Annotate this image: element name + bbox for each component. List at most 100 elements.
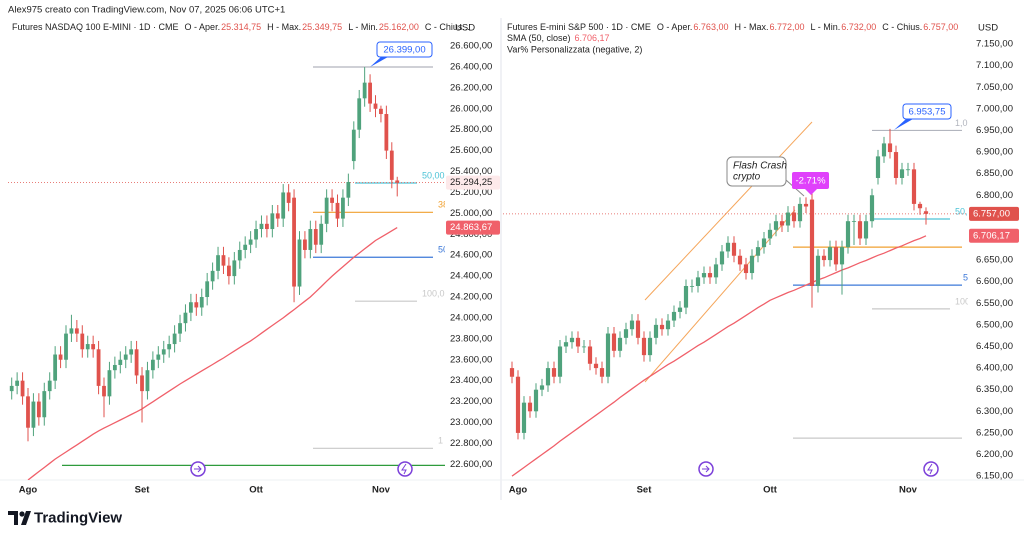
y-tick-label: 24.600,00 — [450, 250, 492, 261]
candle-body — [695, 277, 701, 286]
ohlc-label: O - Aper. — [185, 22, 221, 32]
y-tick-label: 7.100,00 — [976, 60, 1013, 71]
y-tick-label: 26.600,00 — [450, 41, 492, 52]
y-tick-label: 26.200,00 — [450, 82, 492, 93]
y-tick-label: 24.200,00 — [450, 292, 492, 303]
candle-body — [183, 312, 188, 324]
candle-body — [809, 199, 815, 286]
candle-body — [237, 249, 242, 261]
candle-body — [161, 349, 166, 355]
candle-body — [199, 297, 204, 308]
chart-title: Futures NASDAQ 100 E-MINI · 1D · CME — [12, 22, 179, 32]
candle-body — [275, 213, 280, 219]
ohlc-label: O - Aper. — [657, 22, 693, 32]
candle-body — [593, 363, 599, 369]
candle-body — [243, 244, 248, 250]
candle-body — [112, 364, 117, 371]
candle-body — [737, 255, 743, 265]
candle-body — [335, 202, 340, 219]
sma-price-box — [969, 228, 1019, 243]
event-icon[interactable] — [190, 461, 206, 477]
candle-body — [319, 223, 324, 245]
y-tick-label: 26.400,00 — [450, 61, 492, 72]
sma-legend: SMA (50, close) 6.706,17 — [507, 33, 610, 43]
candle-body — [569, 337, 575, 343]
candle-body — [509, 368, 515, 377]
ohlc-value: 25.349,75 — [302, 22, 342, 32]
ohlc-value: 6.763,00 — [693, 22, 728, 32]
y-tick-label: 6.600,00 — [976, 276, 1013, 287]
candle-body — [42, 391, 47, 418]
candle-body — [827, 247, 833, 261]
candle-body — [248, 239, 253, 245]
x-tick-label: Nov — [372, 485, 391, 496]
ohlc-label: C - Chius. — [882, 22, 922, 32]
event-icon[interactable] — [698, 461, 714, 477]
candle-body — [259, 223, 264, 230]
event-icon[interactable] — [397, 461, 413, 477]
last-price-label: 25.294,25 — [450, 177, 492, 188]
candle-body — [172, 333, 177, 345]
y-tick-label: 22.800,00 — [450, 438, 492, 449]
candle-body — [755, 247, 761, 256]
y-tick-label: 6.500,00 — [976, 319, 1013, 330]
y-tick-label: 6.300,00 — [976, 406, 1013, 417]
level-label: 38 — [438, 200, 448, 210]
candle-body — [527, 402, 533, 412]
y-tick-label: 25.000,00 — [450, 208, 492, 219]
candle-body — [362, 82, 367, 99]
candle-body — [629, 320, 635, 330]
candle-body — [107, 370, 112, 397]
candle-body — [216, 255, 220, 271]
event-icon[interactable] — [923, 461, 939, 477]
last-price-box — [446, 175, 500, 190]
candle-body — [749, 255, 755, 274]
candle-body — [599, 368, 605, 377]
x-tick-label: Nov — [899, 485, 918, 496]
level-label: 100,0 — [422, 289, 445, 299]
ohlc-label: L - Min. — [811, 22, 841, 32]
candle-body — [167, 344, 172, 350]
note-text: crypto — [733, 172, 761, 183]
y-tick-label: 6.350,00 — [976, 384, 1013, 395]
candle-body — [725, 242, 731, 252]
candle-body — [188, 302, 193, 313]
candle-body — [9, 385, 14, 392]
candle-body — [227, 265, 231, 277]
candle-body — [551, 368, 557, 377]
snapshot-header: Alex975 creato con TradingView.com, Nov … — [8, 5, 285, 16]
candle-body — [791, 212, 797, 222]
candle-body — [118, 359, 123, 365]
high-callout: 6.953,75 — [909, 107, 946, 118]
ohlc-value: 25.314,75 — [221, 22, 261, 32]
level-label: 100 — [955, 296, 970, 306]
y-tick-label: 6.250,00 — [976, 427, 1013, 438]
y-tick-label: 22.600,00 — [450, 459, 492, 470]
level-label: 50,00 — [422, 170, 445, 180]
y-tick-label: 23.800,00 — [450, 333, 492, 344]
candle-body — [31, 401, 36, 428]
candle-body — [647, 337, 653, 356]
y-tick-label: 7.000,00 — [976, 103, 1013, 114]
candle-body — [803, 203, 809, 207]
candle-body — [324, 197, 329, 224]
candle-body — [150, 359, 155, 371]
candle-body — [102, 385, 106, 397]
candle-body — [683, 285, 689, 308]
candle-body — [557, 346, 563, 377]
indicator-legend: Var% Personalizzata (negative, 2) — [507, 44, 642, 54]
candle-body — [851, 221, 857, 222]
y-tick-label: 6.150,00 — [976, 471, 1013, 482]
candle-body — [281, 192, 286, 219]
candle-body — [47, 380, 52, 392]
change-pointer — [805, 189, 817, 195]
candle-body — [64, 333, 68, 360]
x-tick-label: Ott — [763, 485, 778, 496]
candle-body — [26, 396, 30, 428]
candle-body — [156, 354, 161, 360]
candle-body — [539, 385, 545, 390]
y-tick-label: 6.850,00 — [976, 168, 1013, 179]
candle-body — [785, 212, 791, 226]
level-label: 50, — [955, 206, 968, 216]
